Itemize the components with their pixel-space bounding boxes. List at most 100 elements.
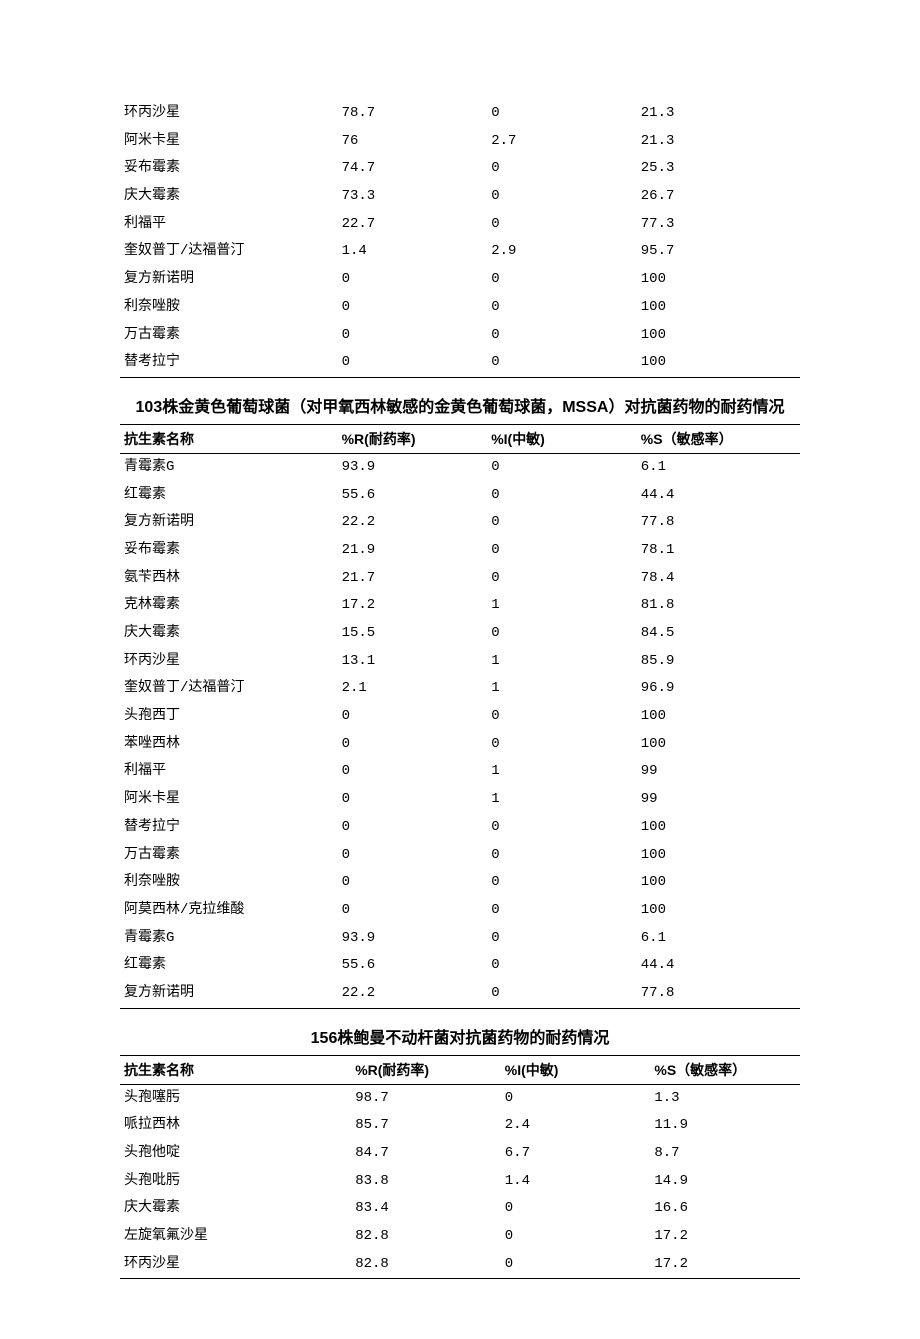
cell-s: 100 [637, 869, 800, 897]
table-row: 庆大霉素15.5084.5 [120, 620, 800, 648]
cell-s: 77.8 [637, 980, 800, 1008]
cell-i: 0 [487, 952, 637, 980]
cell-name: 利福平 [120, 211, 338, 239]
cell-name: 妥布霉素 [120, 155, 338, 183]
table2-title: 103株金黄色葡萄球菌（对甲氧西林敏感的金黄色葡萄球菌，MSSA）对抗菌药物的耐… [120, 396, 800, 420]
table-row: 青霉素G93.906.1 [120, 453, 800, 481]
cell-r: 0 [338, 814, 488, 842]
cell-name: 阿米卡星 [120, 128, 338, 156]
table-row: 利奈唑胺00100 [120, 294, 800, 322]
cell-r: 0 [338, 266, 488, 294]
cell-name: 妥布霉素 [120, 537, 338, 565]
cell-s: 81.8 [637, 592, 800, 620]
cell-s: 100 [637, 731, 800, 759]
cell-s: 21.3 [637, 100, 800, 128]
cell-i: 0 [487, 100, 637, 128]
col-header-name: 抗生素名称 [120, 424, 338, 453]
table-row: 红霉素55.6044.4 [120, 482, 800, 510]
table-row: 环丙沙星82.8017.2 [120, 1251, 800, 1279]
cell-i: 0 [501, 1195, 651, 1223]
cell-r: 1.4 [338, 238, 488, 266]
table-row: 环丙沙星13.1185.9 [120, 648, 800, 676]
table3-title: 156株鲍曼不动杆菌对抗菌药物的耐药情况 [120, 1027, 800, 1051]
cell-s: 11.9 [650, 1112, 800, 1140]
cell-name: 头孢西丁 [120, 703, 338, 731]
table-row: 复方新诺明22.2077.8 [120, 980, 800, 1008]
cell-name: 奎奴普丁/达福普汀 [120, 238, 338, 266]
cell-r: 22.2 [338, 980, 488, 1008]
cell-s: 14.9 [650, 1168, 800, 1196]
cell-r: 83.4 [351, 1195, 501, 1223]
cell-s: 100 [637, 842, 800, 870]
cell-r: 0 [338, 349, 488, 377]
cell-name: 红霉素 [120, 482, 338, 510]
cell-r: 0 [338, 842, 488, 870]
table-row: 左旋氧氟沙星82.8017.2 [120, 1223, 800, 1251]
cell-i: 0 [487, 620, 637, 648]
cell-i: 0 [487, 294, 637, 322]
cell-i: 2.4 [501, 1112, 651, 1140]
cell-i: 1 [487, 648, 637, 676]
cell-i: 0 [487, 814, 637, 842]
cell-name: 复方新诺明 [120, 980, 338, 1008]
cell-r: 0 [338, 294, 488, 322]
table-row: 妥布霉素21.9078.1 [120, 537, 800, 565]
cell-i: 0 [487, 183, 637, 211]
table-row: 头孢西丁00100 [120, 703, 800, 731]
cell-i: 0 [487, 565, 637, 593]
cell-s: 6.1 [637, 925, 800, 953]
cell-i: 0 [487, 731, 637, 759]
cell-name: 利福平 [120, 758, 338, 786]
cell-i: 0 [487, 869, 637, 897]
resistance-table-3: 抗生素名称 %R(耐药率) %I(中敏) %S（敏感率） 头孢噻肟98.701.… [120, 1055, 800, 1280]
table-row: 氨苄西林21.7078.4 [120, 565, 800, 593]
cell-name: 环丙沙星 [120, 1251, 351, 1279]
cell-r: 0 [338, 897, 488, 925]
cell-s: 6.1 [637, 453, 800, 481]
cell-s: 100 [637, 703, 800, 731]
col-header-name: 抗生素名称 [120, 1055, 351, 1084]
table-row: 替考拉宁00100 [120, 814, 800, 842]
table-row: 青霉素G93.906.1 [120, 925, 800, 953]
cell-name: 复方新诺明 [120, 266, 338, 294]
table-row: 庆大霉素73.3026.7 [120, 183, 800, 211]
cell-r: 93.9 [338, 925, 488, 953]
table-row: 苯唑西林00100 [120, 731, 800, 759]
cell-r: 0 [338, 322, 488, 350]
cell-s: 16.6 [650, 1195, 800, 1223]
cell-name: 替考拉宁 [120, 814, 338, 842]
resistance-table-1: 环丙沙星78.7021.3阿米卡星762.721.3妥布霉素74.7025.3庆… [120, 100, 800, 378]
cell-r: 73.3 [338, 183, 488, 211]
cell-name: 哌拉西林 [120, 1112, 351, 1140]
table-row: 头孢他啶84.76.78.7 [120, 1140, 800, 1168]
cell-s: 44.4 [637, 482, 800, 510]
cell-i: 0 [487, 897, 637, 925]
cell-s: 78.1 [637, 537, 800, 565]
document-page: 环丙沙星78.7021.3阿米卡星762.721.3妥布霉素74.7025.3庆… [0, 0, 920, 1339]
cell-name: 氨苄西林 [120, 565, 338, 593]
cell-s: 95.7 [637, 238, 800, 266]
table-row: 环丙沙星78.7021.3 [120, 100, 800, 128]
cell-i: 0 [487, 155, 637, 183]
cell-r: 83.8 [351, 1168, 501, 1196]
cell-s: 84.5 [637, 620, 800, 648]
table-row: 哌拉西林85.72.411.9 [120, 1112, 800, 1140]
cell-name: 青霉素G [120, 925, 338, 953]
cell-i: 1.4 [501, 1168, 651, 1196]
cell-r: 2.1 [338, 675, 488, 703]
cell-i: 0 [487, 509, 637, 537]
table-row: 阿米卡星762.721.3 [120, 128, 800, 156]
cell-s: 1.3 [650, 1084, 800, 1112]
col-header-r: %R(耐药率) [338, 424, 488, 453]
cell-name: 阿莫西林/克拉维酸 [120, 897, 338, 925]
cell-i: 6.7 [501, 1140, 651, 1168]
cell-r: 21.7 [338, 565, 488, 593]
table3-header-row: 抗生素名称 %R(耐药率) %I(中敏) %S（敏感率） [120, 1055, 800, 1084]
cell-r: 0 [338, 869, 488, 897]
table-row: 复方新诺明00100 [120, 266, 800, 294]
cell-r: 76 [338, 128, 488, 156]
cell-i: 2.9 [487, 238, 637, 266]
cell-r: 98.7 [351, 1084, 501, 1112]
cell-i: 0 [487, 842, 637, 870]
cell-name: 利奈唑胺 [120, 869, 338, 897]
